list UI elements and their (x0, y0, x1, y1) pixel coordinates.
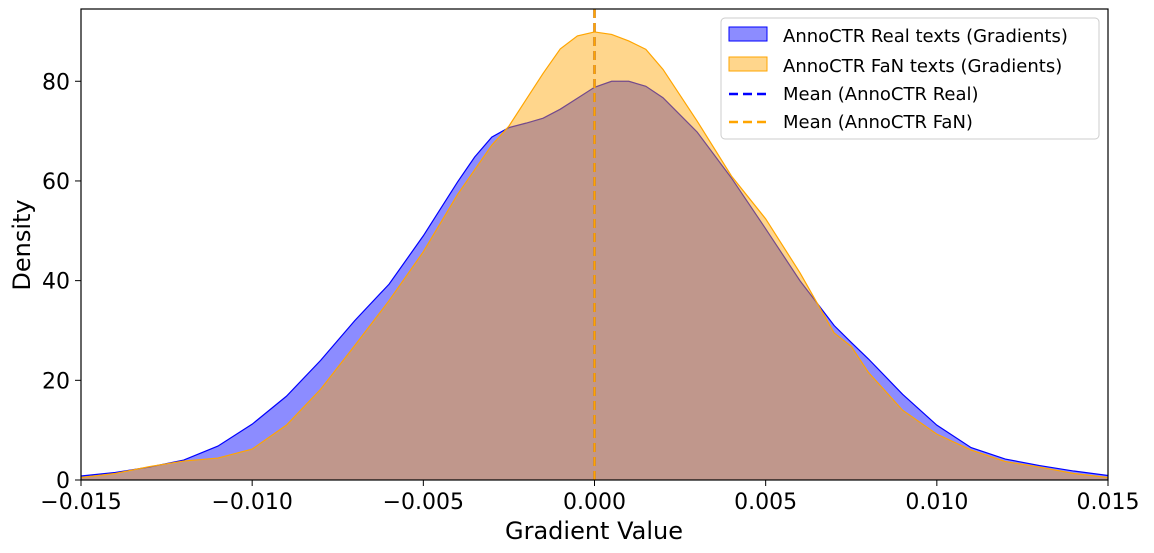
x-axis-ticks: −0.015 −0.010 −0.005 0.000 0.005 0.010 0.015 (40, 480, 1139, 515)
x-axis-title: Gradient Value (505, 517, 683, 545)
legend-box (720, 17, 1100, 140)
density-line-real (81, 80, 1108, 477)
legend-label-mean-real: Mean (AnnoCTR Real) (783, 84, 979, 105)
y-tick-label: 20 (42, 369, 70, 394)
legend-swatch-real (728, 26, 768, 42)
legend-swatch-fan (728, 56, 768, 72)
legend-label-fan: AnnoCTR FaN texts (Gradients) (783, 56, 1062, 77)
x-tick-label: −0.005 (383, 490, 464, 515)
y-tick-label: 60 (42, 170, 70, 195)
y-tick-label: 0 (56, 469, 70, 494)
legend-label-real: AnnoCTR Real texts (Gradients) (783, 26, 1068, 47)
x-tick-label: 0.010 (905, 490, 968, 515)
x-tick-label: 0.005 (734, 490, 797, 515)
x-tick-label: −0.010 (211, 490, 292, 515)
x-tick-label: −0.015 (40, 490, 121, 515)
y-tick-label: 80 (42, 70, 70, 95)
legend-label-mean-fan: Mean (AnnoCTR FaN) (783, 112, 973, 133)
legend: AnnoCTR Real texts (Gradients) AnnoCTR F… (720, 17, 1100, 140)
y-axis-title: Density (8, 199, 36, 290)
y-tick-label: 40 (42, 270, 70, 295)
x-tick-label: 0.000 (563, 490, 626, 515)
y-axis-ticks: 0 20 40 60 80 (42, 70, 81, 494)
x-tick-label: 0.015 (1077, 490, 1140, 515)
